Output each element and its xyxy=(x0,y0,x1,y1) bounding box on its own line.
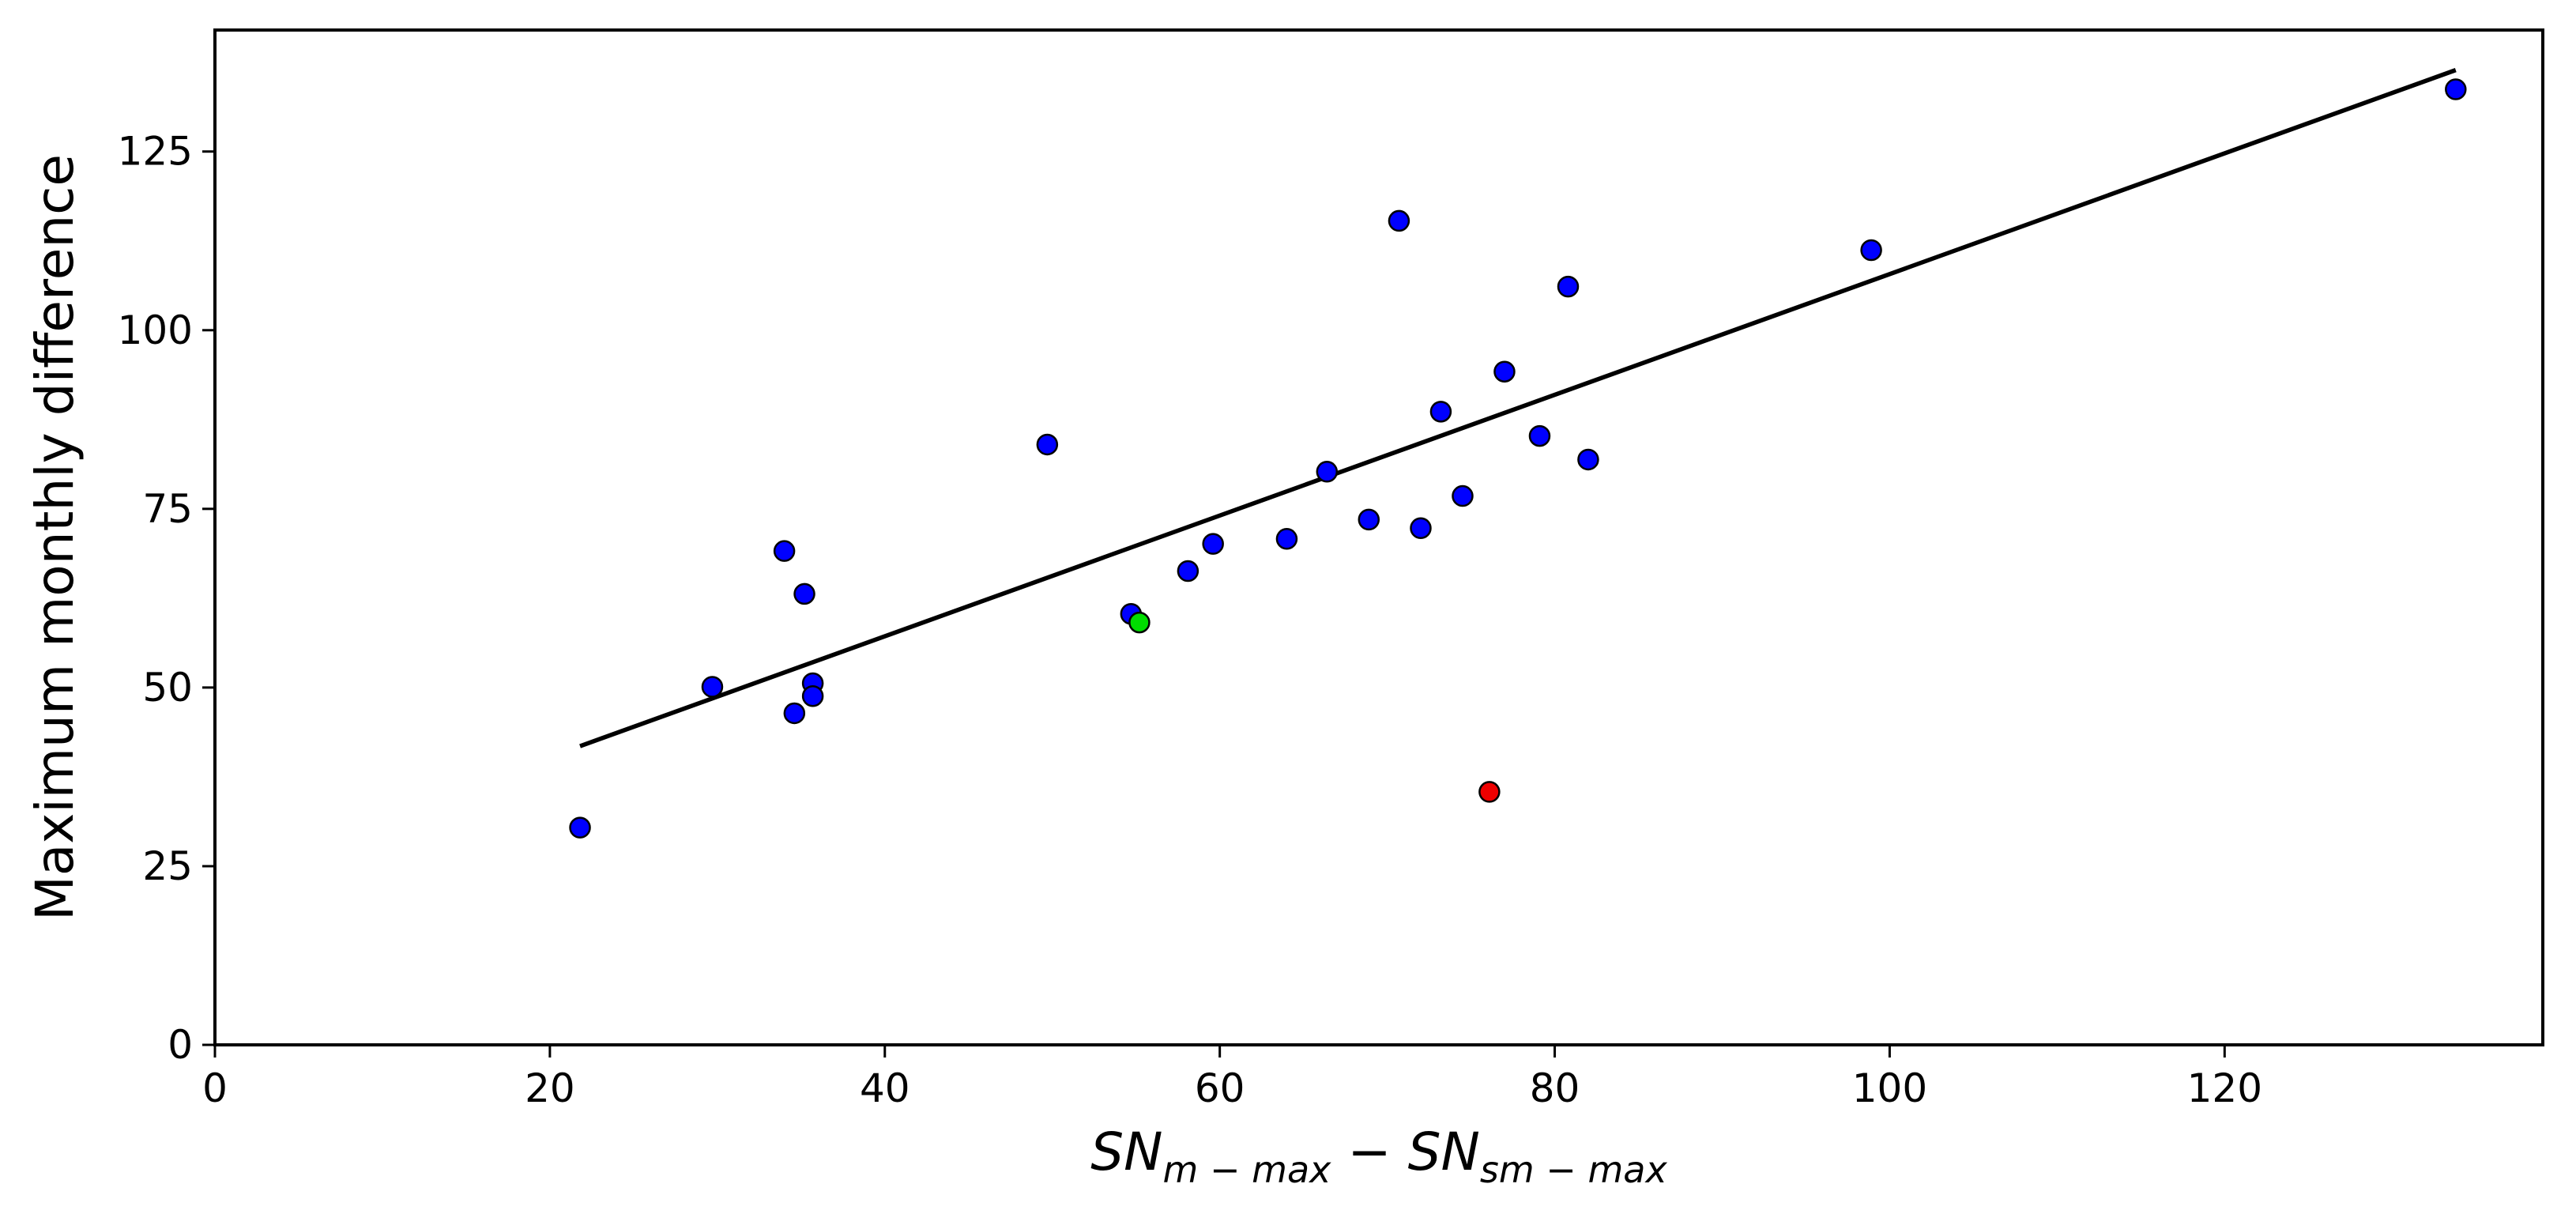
data-point xyxy=(1275,528,1298,550)
data-point xyxy=(1493,360,1516,383)
x-tick-label: 60 xyxy=(1195,1065,1245,1111)
data-point xyxy=(793,582,815,605)
data-point xyxy=(1358,508,1380,531)
y-axis-title: Maximum monthly difference xyxy=(24,154,85,921)
highlight-green-point xyxy=(1128,611,1151,634)
data-point xyxy=(1452,484,1474,507)
y-tick-label: 75 xyxy=(142,486,193,532)
x-tick-label: 80 xyxy=(1530,1065,1580,1111)
x-tick-label: 120 xyxy=(2187,1065,2262,1111)
x-tick-label: 0 xyxy=(202,1065,228,1111)
plot-content xyxy=(569,68,2467,839)
x-axis-ticks: 0 20 40 60 80 100 120 xyxy=(202,1045,2262,1111)
data-point xyxy=(1202,533,1224,555)
data-point xyxy=(1528,424,1551,447)
data-point xyxy=(1316,461,1339,483)
y-tick-label: 25 xyxy=(142,843,193,889)
data-point xyxy=(1429,401,1452,423)
x-tick-label: 40 xyxy=(860,1065,910,1111)
data-point xyxy=(1557,275,1580,298)
x-axis-title: SNm − max − SNsm − max xyxy=(1090,1122,1667,1191)
highlight-red-point xyxy=(1478,781,1501,803)
data-point xyxy=(1036,433,1059,456)
x-tick-label: 100 xyxy=(1852,1065,1927,1111)
data-point xyxy=(1388,209,1410,232)
plot-frame xyxy=(213,28,2544,1046)
y-tick-label: 0 xyxy=(168,1022,193,1068)
data-point xyxy=(701,676,724,698)
fit-line xyxy=(579,68,2457,748)
y-tick-label: 100 xyxy=(118,307,193,353)
data-point xyxy=(773,540,796,562)
data-point xyxy=(1577,448,1599,471)
data-point xyxy=(801,684,824,707)
data-point xyxy=(2445,78,2467,100)
data-point xyxy=(569,816,591,839)
data-point xyxy=(1410,517,1432,539)
x-tick-label: 20 xyxy=(525,1065,575,1111)
y-tick-label: 125 xyxy=(118,129,193,175)
data-point xyxy=(1177,560,1199,582)
data-point xyxy=(783,702,806,725)
data-point xyxy=(1860,239,1882,262)
y-axis-ticks: 0 25 50 75 100 125 xyxy=(118,129,215,1068)
y-tick-label: 50 xyxy=(142,665,193,711)
